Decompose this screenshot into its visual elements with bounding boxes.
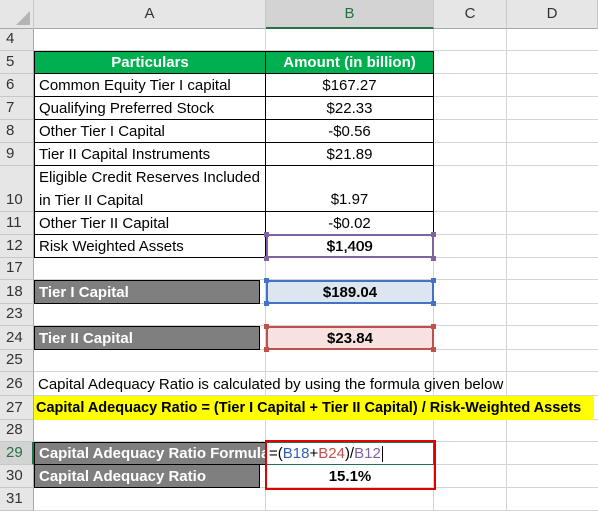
formula-part: )/: [344, 445, 355, 462]
reference-handle[interactable]: [264, 232, 269, 237]
tier2-value[interactable]: $23.84: [266, 326, 434, 350]
row-header-9[interactable]: 9: [0, 143, 34, 166]
table-header-amount[interactable]: Amount (in billion): [265, 51, 434, 74]
gridline: [265, 29, 266, 511]
formula-edit-cell[interactable]: =(B18 + B24)/B12: [266, 442, 434, 465]
reference-handle[interactable]: [264, 301, 269, 306]
table-row-label[interactable]: Qualifying Preferred Stock: [34, 96, 266, 120]
row-header-27[interactable]: 27: [0, 396, 34, 420]
reference-handle[interactable]: [431, 324, 436, 329]
column-header-c[interactable]: C: [434, 0, 507, 29]
formula-ref-b24: B24: [318, 445, 345, 462]
gridline: [34, 325, 598, 326]
column-header-b[interactable]: B: [266, 0, 434, 29]
row-header-12[interactable]: 12: [0, 235, 34, 258]
select-all-corner[interactable]: [0, 0, 34, 29]
formula-ref-b12: B12: [354, 445, 381, 462]
b12-reference-highlight[interactable]: $1,409: [266, 234, 434, 258]
row-header-10[interactable]: 10: [0, 166, 34, 212]
reference-handle[interactable]: [431, 256, 436, 261]
gridline: [506, 29, 507, 511]
table-row-label[interactable]: Risk Weighted Assets: [34, 234, 266, 258]
column-header-a[interactable]: A: [34, 0, 266, 29]
table-row-value[interactable]: $22.33: [265, 96, 434, 120]
result-label[interactable]: Capital Adequacy Ratio: [34, 464, 260, 488]
reference-handle[interactable]: [431, 301, 436, 306]
table-row-value[interactable]: -$0.56: [265, 119, 434, 143]
reference-handle[interactable]: [431, 278, 436, 283]
table-row-value[interactable]: -$0.02: [265, 211, 434, 235]
formula-part: =(: [269, 445, 283, 462]
table-row-label[interactable]: Common Equity Tier I capital: [34, 73, 266, 97]
reference-handle[interactable]: [431, 232, 436, 237]
table-row-value[interactable]: $167.27: [265, 73, 434, 97]
reference-handle[interactable]: [264, 278, 269, 283]
formula-label[interactable]: Capital Adequacy Ratio Formula: [34, 442, 266, 465]
row-header-5[interactable]: 5: [0, 51, 34, 74]
table-row-label[interactable]: Other Tier II Capital: [34, 211, 266, 235]
table-row-label-line: in Tier II Capital: [39, 191, 144, 209]
row-header-31[interactable]: 31: [0, 488, 34, 511]
row-header-11[interactable]: 11: [0, 212, 34, 235]
tier1-value[interactable]: $189.04: [266, 280, 434, 304]
table-row-value[interactable]: $21.89: [265, 142, 434, 166]
row-header-30[interactable]: 30: [0, 465, 34, 488]
row-header-17[interactable]: 17: [0, 258, 34, 280]
reference-handle[interactable]: [264, 256, 269, 261]
table-row-label[interactable]: Other Tier I Capital: [34, 119, 266, 143]
reference-handle[interactable]: [264, 324, 269, 329]
table-row-label[interactable]: Eligible Credit Reserves Included in Tie…: [34, 165, 266, 212]
row-header-6[interactable]: 6: [0, 74, 34, 97]
column-header-d[interactable]: D: [507, 0, 598, 29]
row-header-29[interactable]: 29: [0, 442, 34, 465]
row-header-7[interactable]: 7: [0, 97, 34, 120]
table-row-label[interactable]: Tier II Capital Instruments: [34, 142, 266, 166]
reference-handle[interactable]: [264, 347, 269, 352]
gridline: [34, 371, 598, 372]
row-header-23[interactable]: 23: [0, 304, 34, 326]
tier1-label[interactable]: Tier I Capital: [34, 280, 260, 304]
text-caret: [381, 445, 383, 462]
row-header-4[interactable]: 4: [0, 29, 34, 51]
gridline: [34, 487, 598, 488]
row-header-25[interactable]: 25: [0, 350, 34, 372]
gridline: [34, 395, 598, 396]
formula-text[interactable]: Capital Adequacy Ratio = (Tier I Capital…: [34, 396, 594, 420]
row-header-26[interactable]: 26: [0, 372, 34, 396]
note-text[interactable]: Capital Adequacy Ratio is calculated by …: [38, 375, 504, 393]
tier2-label[interactable]: Tier II Capital: [34, 326, 260, 350]
result-value[interactable]: 15.1%: [328, 467, 372, 485]
gridline: [34, 50, 598, 51]
table-row-label-line: Eligible Credit Reserves Included: [39, 168, 260, 186]
formula-part: +: [309, 445, 319, 462]
gridline: [34, 279, 598, 280]
row-header-28[interactable]: 28: [0, 420, 34, 442]
row-header-8[interactable]: 8: [0, 120, 34, 143]
reference-handle[interactable]: [431, 347, 436, 352]
row-header-18[interactable]: 18: [0, 280, 34, 304]
table-row-value[interactable]: $1.97: [265, 165, 434, 212]
formula-ref-b18: B18: [282, 445, 310, 462]
row-header-24[interactable]: 24: [0, 326, 34, 350]
table-header-particulars[interactable]: Particulars: [34, 51, 266, 74]
gridline: [433, 29, 434, 511]
